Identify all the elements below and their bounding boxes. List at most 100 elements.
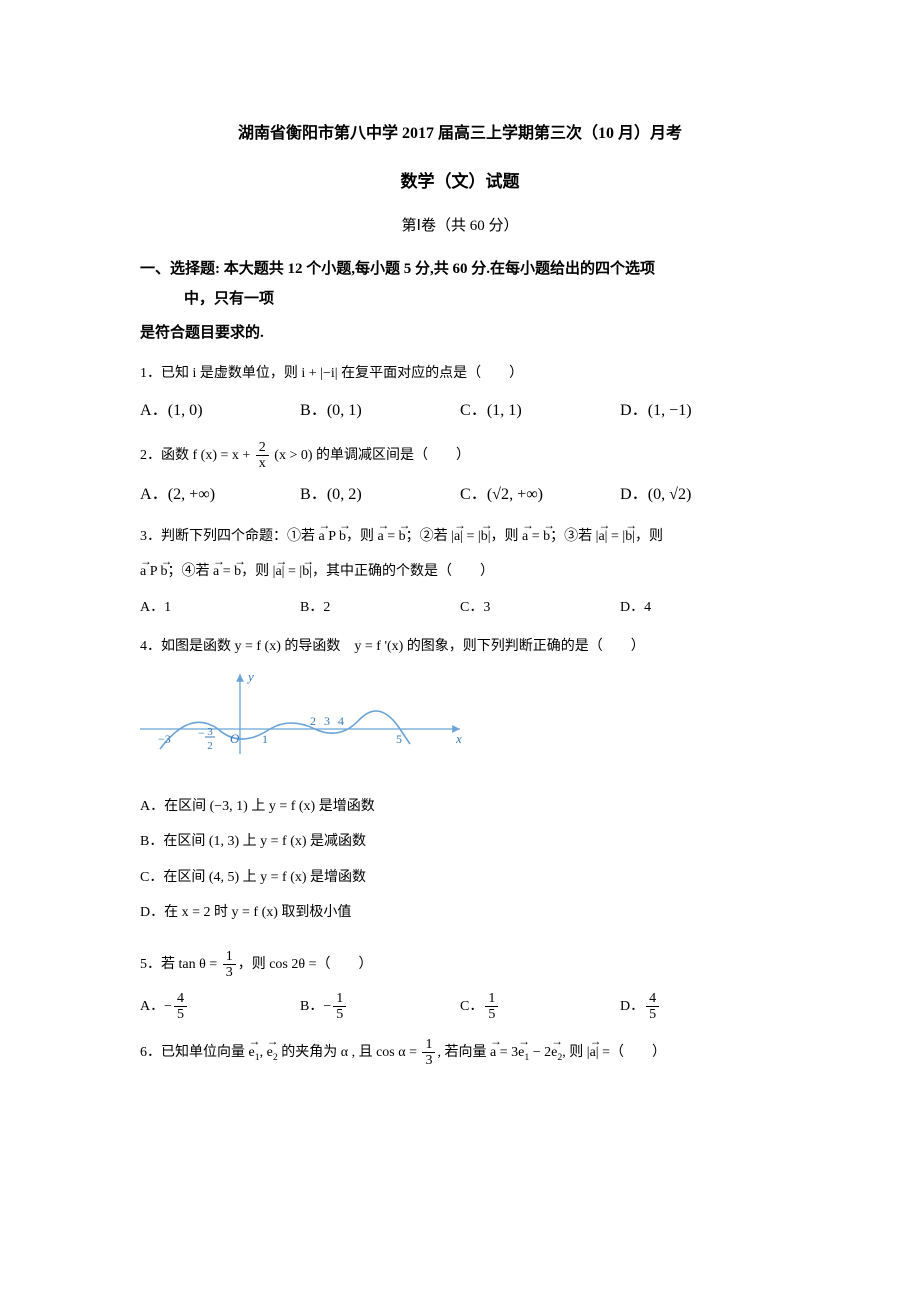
vec-a-icon: a — [598, 524, 604, 549]
q1-stem-post: 在复平面对应的点是（ ） — [338, 366, 524, 381]
tick-frac-num: 3 — [207, 726, 213, 738]
vec-e1-icon: e1 — [518, 1040, 529, 1066]
tick-neg3: −3 — [158, 732, 171, 746]
q3-option-a: A．1 — [140, 595, 300, 620]
vec-a-icon: a — [140, 559, 146, 584]
q3-t1: 3．判断下列四个命题：①若 — [140, 529, 319, 544]
q5-c-num: 1 — [485, 991, 498, 1007]
q5-d-frac: 45 — [646, 991, 659, 1023]
q4-options: A．在区间 (−3, 1) 上 y = f (x) 是增函数 B．在区间 (1,… — [140, 794, 780, 935]
q5-frac-num: 1 — [223, 949, 236, 965]
q4-option-b: B．在区间 (1, 3) 上 y = f (x) 是减函数 — [140, 829, 780, 854]
q3-t7: ，则 — [491, 529, 523, 544]
q5-stem-post: ，则 cos 2θ =（ ） — [238, 957, 373, 972]
question-5: 5．若 tan θ = 13，则 cos 2θ =（ ） A．−45 B．−15… — [140, 949, 780, 1023]
q1-d-text: D．(1, −1) — [620, 402, 692, 419]
q1-abs-inner: −i — [323, 366, 335, 381]
question-4: 4．如图是函数 y = f (x) 的导函数 y = f '(x) 的图象，则下… — [140, 634, 780, 935]
q5-options: A．−45 B．−15 C．15 D．45 — [140, 991, 780, 1023]
y-label: y — [246, 669, 254, 684]
q2-frac: 2x — [256, 440, 269, 472]
vec-b-icon: b — [339, 524, 346, 549]
q5-c-frac: 15 — [485, 991, 498, 1023]
q1-option-d: D．(1, −1) — [620, 397, 780, 426]
vec-b-icon: b — [543, 524, 550, 549]
vec-a-icon: a — [275, 559, 281, 584]
q2-options: A．(2, +∞) B．(0, 2) C．(√2, +∞) D．(0, √2) — [140, 481, 780, 510]
vec-a-icon: a — [213, 559, 219, 584]
q1-abs: |−i| — [320, 361, 337, 386]
q2-option-a: A．(2, +∞) — [140, 481, 300, 510]
vec-a-icon: a — [490, 1040, 496, 1065]
question-6: 6．已知单位向量 e1, e2 的夹角为 α , 且 cos α = 13, 若… — [140, 1037, 780, 1069]
q6-frac: 13 — [422, 1037, 435, 1069]
section-heading-line1: 一、选择题: 本大题共 12 个小题,每小题 5 分,共 60 分.在每小题给出… — [140, 261, 655, 277]
page-title: 湖南省衡阳市第八中学 2017 届高三上学期第三次（10 月）月考 — [140, 120, 780, 149]
q1-options: A．(1, 0) B．(0, 1) C．(1, 1) D．(1, −1) — [140, 397, 780, 426]
q1-option-b: B．(0, 1) — [300, 397, 460, 426]
q1-c-text: C．(1, 1) — [460, 402, 522, 419]
vec-a-icon: a — [522, 524, 528, 549]
q1-stem: 1．已知 i 是虚数单位，则 i + |−i| 在复平面对应的点是（ ） — [140, 361, 780, 386]
q5-b-pre: B．− — [300, 999, 331, 1014]
derivative-graph-icon: y x −3 − 3 2 O 1 2 3 4 5 — [140, 669, 470, 769]
q5-d-pre: D． — [620, 999, 644, 1014]
q2-b-text: B．(0, 2) — [300, 486, 362, 503]
q5-b-den: 5 — [333, 1007, 346, 1022]
vec-e2-icon: e2 — [551, 1040, 562, 1066]
q2-frac-den: x — [256, 456, 269, 471]
vec-a-icon: a — [319, 524, 325, 549]
q6-g: , 则 — [562, 1045, 587, 1060]
q2-frac-num: 2 — [256, 440, 269, 456]
q4-stem: 4．如图是函数 y = f (x) 的导函数 y = f '(x) 的图象，则下… — [140, 634, 780, 659]
section-note: 是符合题目要求的. — [140, 320, 780, 347]
tick-4: 4 — [338, 714, 344, 728]
tick-neg: − — [198, 726, 205, 740]
q3-stem-line2: a P b；④若 a = b，则 |a| = |b|，其中正确的个数是（ ） — [140, 559, 780, 584]
q2-stem: 2．函数 f (x) = x + 2x (x > 0) 的单调减区间是（ ） — [140, 440, 780, 472]
q6-c: 的夹角为 α , 且 cos α = — [278, 1045, 421, 1060]
q5-frac: 13 — [223, 949, 236, 981]
q2-stem-post: (x > 0) 的单调减区间是（ ） — [271, 448, 470, 463]
q5-option-a: A．−45 — [140, 991, 300, 1023]
tick-frac-den: 2 — [207, 740, 213, 752]
q4-option-c: C．在区间 (4, 5) 上 y = f (x) 是增函数 — [140, 865, 780, 890]
vec-b-icon: b — [625, 524, 632, 549]
section-heading: 一、选择题: 本大题共 12 个小题,每小题 5 分,共 60 分.在每小题给出… — [140, 254, 780, 314]
vec-e1-icon: e1 — [249, 1040, 260, 1066]
tick-origin: O — [230, 731, 240, 746]
q1-a-text: A．(1, 0) — [140, 402, 203, 419]
q3-option-c: C．3 — [460, 595, 620, 620]
tick-3: 3 — [324, 714, 330, 728]
q5-stem-pre: 5．若 tan θ = — [140, 957, 221, 972]
vec-b-icon: b — [481, 524, 488, 549]
q5-c-den: 5 — [485, 1007, 498, 1022]
q2-d-text: D．(0, √2) — [620, 486, 691, 503]
q3-options: A．1 B．2 C．3 D．4 — [140, 595, 780, 620]
q3-u6: ，其中正确的个数是（ ） — [312, 564, 494, 579]
q5-d-den: 5 — [646, 1007, 659, 1022]
section-heading-line2: 中，只有一项 — [140, 284, 274, 314]
x-label: x — [455, 731, 462, 746]
q6-h: =（ ） — [599, 1045, 666, 1060]
q2-c-text: C．(√2, +∞) — [460, 486, 543, 503]
q5-stem: 5．若 tan θ = 13，则 cos 2θ =（ ） — [140, 949, 780, 981]
vec-b-icon: b — [399, 524, 406, 549]
question-2: 2．函数 f (x) = x + 2x (x > 0) 的单调减区间是（ ） A… — [140, 440, 780, 511]
q5-b-num: 1 — [333, 991, 346, 1007]
q1-b-text: B．(0, 1) — [300, 402, 362, 419]
q3-u2: ；④若 — [168, 564, 214, 579]
q3-option-b: B．2 — [300, 595, 460, 620]
q5-option-b: B．−15 — [300, 991, 460, 1023]
q1-option-a: A．(1, 0) — [140, 397, 300, 426]
q3-t9: ；③若 — [550, 529, 596, 544]
q4-graph: y x −3 − 3 2 O 1 2 3 4 5 — [140, 669, 780, 778]
q6-a: 6．已知单位向量 — [140, 1045, 249, 1060]
q5-a-pre: A．− — [140, 999, 172, 1014]
q6-stem: 6．已知单位向量 e1, e2 的夹角为 α , 且 cos α = 13, 若… — [140, 1037, 780, 1069]
q5-a-frac: 45 — [174, 991, 187, 1023]
q2-a-text: A．(2, +∞) — [140, 486, 215, 503]
vec-b-icon: b — [234, 559, 241, 584]
page-subtitle: 数学（文）试题 — [140, 167, 780, 198]
q3-option-d: D．4 — [620, 595, 780, 620]
